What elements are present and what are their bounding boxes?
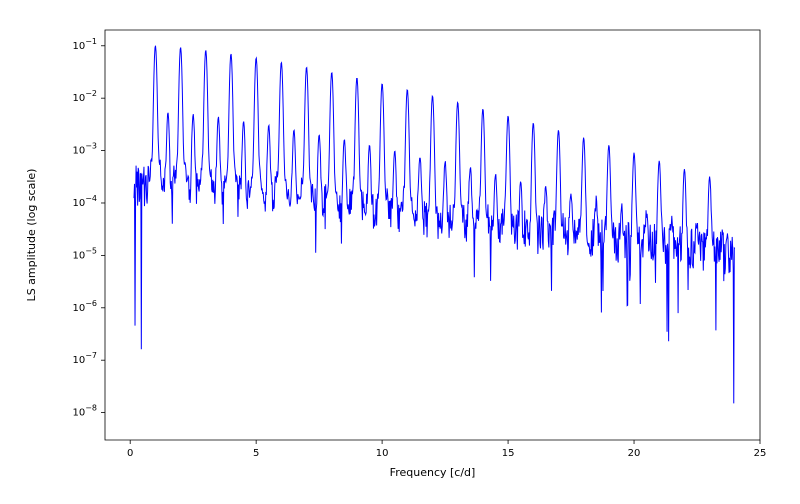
chart-container: 0510152025Frequency [c/d]10−810−710−610−… [0,0,800,500]
x-tick-label: 5 [253,448,259,459]
x-tick-label: 10 [376,448,389,459]
chart-bg [0,0,800,500]
x-tick-label: 20 [628,448,641,459]
x-tick-label: 25 [754,448,767,459]
y-axis-label: LS amplitude (log scale) [25,169,38,302]
x-tick-label: 0 [127,448,133,459]
x-axis-label: Frequency [c/d] [390,466,476,479]
x-tick-label: 15 [502,448,515,459]
periodogram-chart: 0510152025Frequency [c/d]10−810−710−610−… [0,0,800,500]
